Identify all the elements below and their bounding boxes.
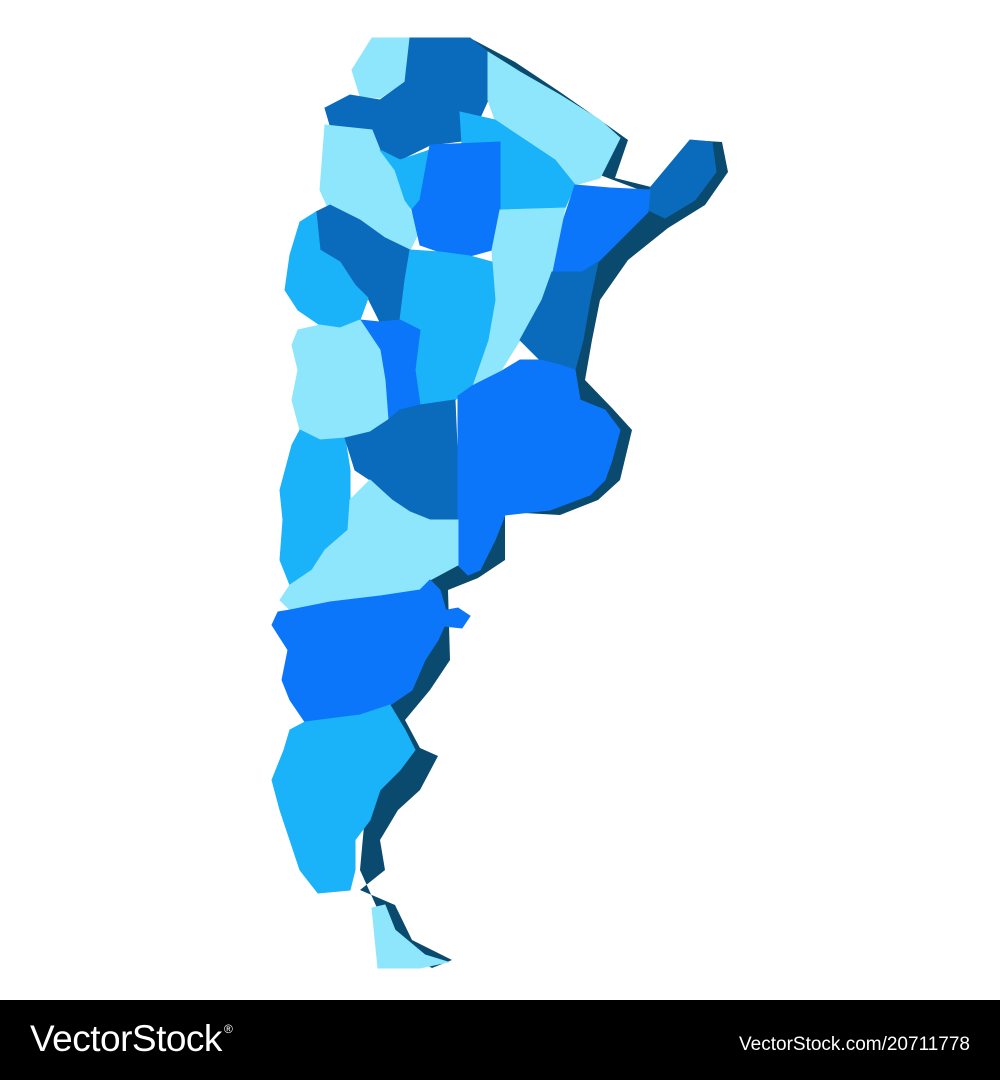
argentina-provinces-map bbox=[271, 37, 728, 969]
province-formosa bbox=[487, 51, 621, 186]
province-santa-cruz bbox=[271, 704, 416, 894]
brand-name: VectorStock bbox=[30, 1018, 222, 1059]
province-misiones bbox=[647, 139, 717, 219]
province-rio-negro bbox=[279, 479, 459, 611]
map-canvas bbox=[271, 37, 728, 969]
province-buenos-aires bbox=[457, 359, 621, 576]
registered-mark: ® bbox=[223, 1022, 233, 1036]
image-code: VectorStock.com/20711778 bbox=[739, 1034, 970, 1055]
province-chubut bbox=[271, 579, 449, 723]
peninsula-valdes bbox=[435, 607, 471, 629]
footer-bar: VectorStock ® VectorStock.com/20711778 bbox=[0, 1000, 1000, 1080]
province-tierra-del-fuego bbox=[371, 904, 450, 969]
brand-logo: VectorStock ® bbox=[30, 1018, 233, 1060]
